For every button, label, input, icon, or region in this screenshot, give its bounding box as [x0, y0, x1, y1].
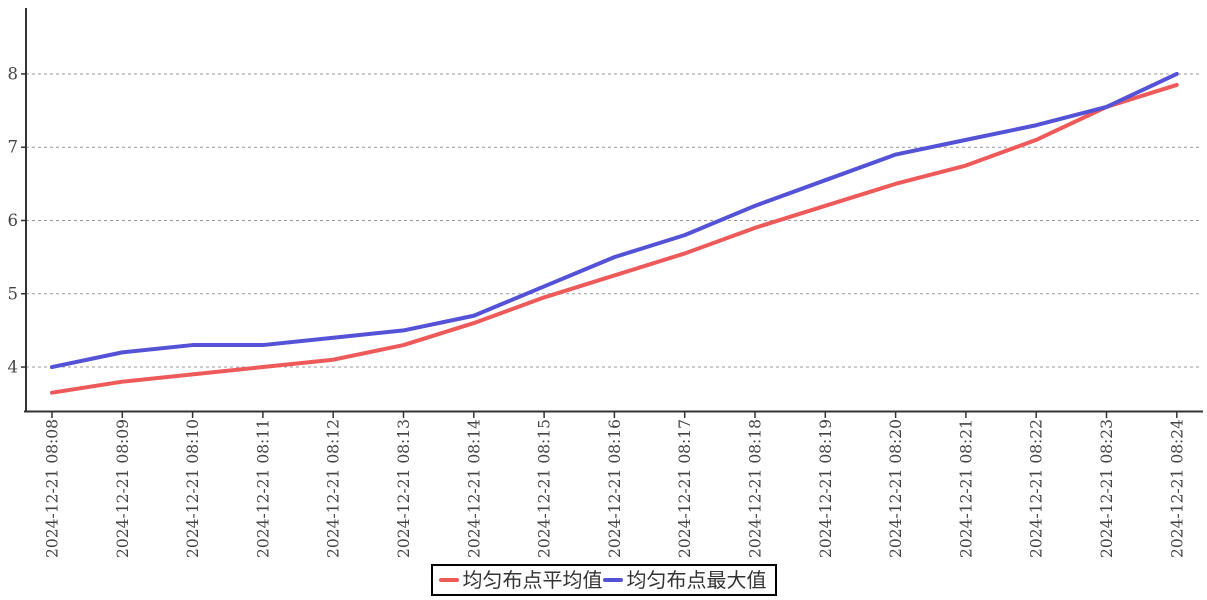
- y-tick-label: 5: [8, 284, 19, 303]
- x-tick-label: 2024-12-21 08:11: [254, 419, 272, 558]
- x-tick-label: 2024-12-21 08:14: [465, 419, 483, 558]
- x-tick-label: 2024-12-21 08:24: [1168, 419, 1186, 558]
- x-tick-label: 2024-12-21 08:20: [887, 419, 905, 558]
- y-tick-label: 7: [8, 138, 19, 157]
- x-tick-label: 2024-12-21 08:22: [1028, 419, 1046, 558]
- x-tick-label: 2024-12-21 08:09: [114, 419, 132, 558]
- legend-item-max[interactable]: 均匀布点最大值: [602, 568, 767, 592]
- legend-label-max: 均匀布点最大值: [626, 568, 767, 592]
- series-line-1: [50, 71, 1179, 370]
- legend-item-average[interactable]: 均匀布点平均值: [438, 568, 603, 592]
- x-tick-label: 2024-12-21 08:21: [957, 419, 975, 558]
- y-tick-label: 4: [8, 358, 19, 377]
- y-tick-label: 6: [8, 211, 19, 230]
- x-tick-label: 2024-12-21 08:13: [395, 419, 413, 558]
- x-tick-label: 2024-12-21 08:19: [817, 419, 835, 558]
- y-tick-label: 8: [8, 64, 19, 83]
- x-tick-label: 2024-12-21 08:08: [44, 419, 62, 558]
- legend: 均匀布点平均值 均匀布点最大值: [430, 564, 777, 596]
- x-tick-label: 2024-12-21 08:16: [606, 419, 624, 558]
- x-tick-label: 2024-12-21 08:23: [1098, 419, 1116, 558]
- legend-swatch-max-icon: [602, 578, 623, 582]
- x-tick-label: 2024-12-21 08:15: [536, 419, 554, 558]
- series-line-0: [50, 82, 1179, 395]
- x-tick-label: 2024-12-21 08:17: [676, 419, 694, 558]
- x-tick-label: 2024-12-21 08:10: [184, 419, 202, 558]
- x-tick-label: 2024-12-21 08:12: [325, 419, 343, 558]
- legend-label-average: 均匀布点平均值: [462, 568, 603, 592]
- legend-swatch-average-icon: [438, 578, 459, 582]
- x-tick-label: 2024-12-21 08:18: [747, 419, 765, 558]
